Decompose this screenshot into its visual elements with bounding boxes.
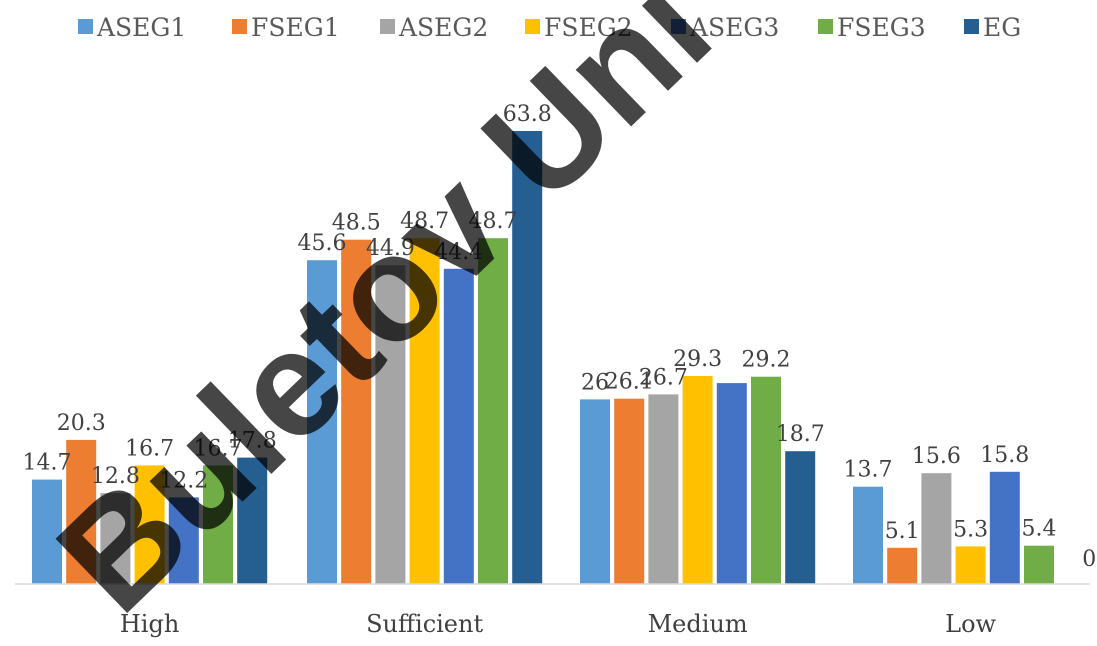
bar-eg-high (237, 457, 268, 584)
bar-fseg2-sufficient (409, 238, 440, 584)
data-label-aseg2-sufficient: 44.9 (366, 236, 415, 261)
bar-eg-medium (785, 451, 816, 584)
data-label-fseg2-high: 16.7 (125, 436, 174, 461)
category-label-sufficient: Sufficient (366, 610, 483, 638)
legend-swatch-fseg1 (232, 19, 247, 34)
bar-fseg2-high (134, 465, 165, 584)
bar-aseg3-medium (716, 383, 747, 584)
data-label-aseg3-low: 15.8 (980, 443, 1029, 468)
data-label-fseg1-sufficient: 48.5 (332, 211, 381, 236)
data-label-aseg1-medium: 26 (581, 370, 609, 395)
data-label-aseg3-high: 12.2 (159, 468, 208, 493)
data-label-eg-sufficient: 63.8 (503, 102, 552, 127)
bar-fseg1-medium (614, 398, 645, 584)
category-label-low: Low (945, 610, 996, 638)
legend-swatch-aseg2 (380, 19, 395, 34)
bar-fseg3-medium (751, 376, 781, 584)
data-label-aseg1-sufficient: 45.6 (298, 231, 347, 256)
data-label-fseg3-low: 5.4 (1022, 517, 1057, 542)
legend-label-aseg2: ASEG2 (398, 13, 488, 42)
bar-aseg3-sufficient (443, 268, 474, 584)
bar-fseg2-low (955, 546, 986, 584)
data-label-eg-low: 0 (1082, 547, 1096, 572)
data-label-eg-high: 17.8 (228, 429, 277, 454)
bar-fseg1-sufficient (341, 239, 372, 584)
data-label-aseg2-low: 15.6 (912, 444, 961, 469)
legend-swatch-eg (964, 19, 979, 34)
legend: ASEG1 FSEG1 ASEG2 FSEG2 ASEG3 FSEG3 EG (78, 13, 1021, 42)
legend-label-fseg3: FSEG3 (837, 13, 926, 42)
legend-label-fseg2: FSEG2 (544, 13, 633, 42)
data-label-fseg3-sufficient: 48.7 (469, 209, 518, 234)
legend-label-fseg1: FSEG1 (251, 13, 340, 42)
data-label-fseg3-high: 16.7 (194, 436, 243, 461)
bar-aseg2-medium (648, 394, 679, 584)
category-label-high: High (120, 610, 179, 638)
bar-eg-sufficient (512, 131, 543, 584)
data-label-aseg1-low: 13.7 (844, 458, 893, 483)
data-label-eg-medium: 18.7 (776, 422, 825, 447)
bar-fseg1-high (66, 439, 97, 584)
data-label-fseg1-medium: 26.1 (605, 370, 654, 395)
legend-label-aseg1: ASEG1 (96, 13, 186, 42)
legend-swatch-fseg3 (818, 19, 833, 34)
bar-aseg3-high (168, 497, 199, 584)
bar-aseg2-low (921, 473, 952, 584)
bar-fseg3-low (1024, 545, 1054, 584)
bars (32, 131, 1054, 584)
bar-aseg1-high (32, 479, 62, 584)
bar-aseg3-low (989, 471, 1020, 584)
bar-fseg1-low (887, 547, 918, 584)
legend-swatch-aseg1 (78, 19, 93, 34)
data-label-fseg1-low: 5.1 (885, 519, 920, 544)
data-label-aseg2-medium: 26.7 (639, 365, 688, 390)
data-label-fseg2-medium: 29.3 (673, 347, 722, 372)
data-label-fseg2-sufficient: 48.7 (400, 209, 449, 234)
data-label-fseg1-high: 20.3 (57, 411, 106, 436)
category-label-medium: Medium (648, 610, 748, 638)
bar-fseg3-high (203, 465, 233, 584)
bar-aseg1-low (853, 486, 883, 584)
bar-aseg1-sufficient (307, 260, 337, 584)
data-label-fseg3-medium: 29.2 (742, 348, 791, 373)
bar-aseg1-medium (580, 399, 610, 584)
bar-fseg3-sufficient (478, 238, 508, 584)
legend-swatch-aseg3 (671, 19, 686, 34)
legend-swatch-fseg2 (525, 19, 540, 34)
bar-fseg2-medium (682, 376, 713, 584)
data-label-aseg2-high: 12.8 (91, 464, 140, 489)
data-label-aseg1-high: 14.7 (23, 451, 72, 476)
bar-aseg2-sufficient (375, 265, 406, 584)
data-labels: 14.720.312.816.712.216.717.845.648.544.9… (23, 102, 1097, 572)
category-labels: High Sufficient Medium Low (120, 610, 997, 638)
bar-aseg2-high (100, 493, 131, 584)
legend-label-aseg3: ASEG3 (689, 13, 779, 42)
data-label-aseg3-sufficient: 44.4 (434, 240, 483, 265)
data-label-fseg2-low: 5.3 (953, 517, 988, 542)
legend-label-eg: EG (983, 13, 1021, 42)
